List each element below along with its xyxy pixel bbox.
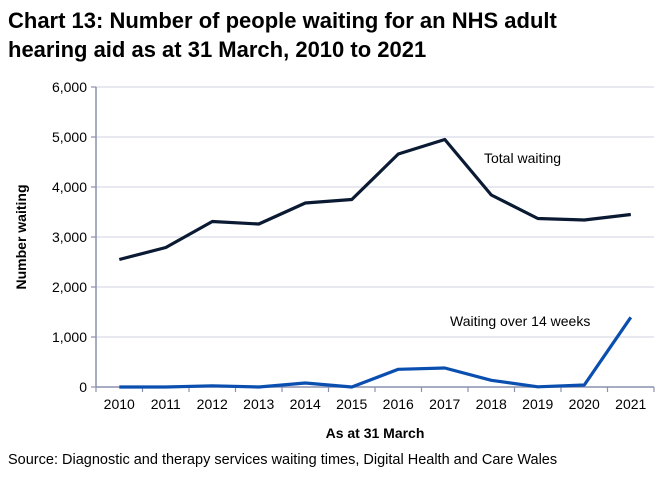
y-tick-label: 6,000 (52, 79, 87, 95)
x-tick-label: 2015 (336, 396, 367, 412)
series-label-total-waiting: Total waiting (484, 150, 561, 166)
series-line-total-waiting (118, 137, 631, 262)
x-tick-label: 2010 (104, 396, 135, 412)
y-tick-label: 4,000 (52, 179, 87, 195)
x-tick-label: 2019 (522, 396, 553, 412)
y-tick-label: 5,000 (52, 129, 87, 145)
series-label-waiting-over-14-weeks: Waiting over 14 weeks (450, 313, 590, 329)
x-tick-label: 2017 (429, 396, 460, 412)
x-tick-label: 2021 (615, 396, 646, 412)
chart-title-line-2: hearing aid as at 31 March, 2010 to 2021 (8, 37, 427, 62)
series-lines (118, 137, 633, 389)
x-tick-label: 2013 (243, 396, 274, 412)
y-tick-label: 0 (79, 379, 87, 395)
x-tick-label: 2014 (290, 396, 321, 412)
y-tick-label: 1,000 (52, 329, 87, 345)
x-tick-label: 2016 (383, 396, 414, 412)
y-tick-label: 2,000 (52, 279, 87, 295)
y-tick-label: 3,000 (52, 229, 87, 245)
x-tick-label: 2018 (476, 396, 507, 412)
x-tick-label: 2011 (151, 396, 181, 412)
source-note: Source: Diagnostic and therapy services … (8, 452, 558, 468)
y-axis-ticks: 0 1,000 2,000 3,000 4,000 5,000 6,000 (52, 79, 96, 395)
x-axis-label: As at 31 March (326, 425, 425, 441)
series-line-waiting-over-14-weeks (119, 316, 633, 389)
x-tick-label: 2020 (569, 396, 600, 412)
x-axis-ticks: 2010 2011 2012 2013 2014 2015 2016 2017 2018 2019… (95, 387, 655, 412)
chart-title-line-1: Chart 13: Number of people waiting for a… (8, 8, 557, 33)
chart-title: Chart 13: Number of people waiting for a… (8, 6, 668, 64)
gridlines (96, 86, 654, 338)
x-tick-label: 2012 (197, 396, 228, 412)
y-axis-label: Number waiting (13, 184, 29, 289)
